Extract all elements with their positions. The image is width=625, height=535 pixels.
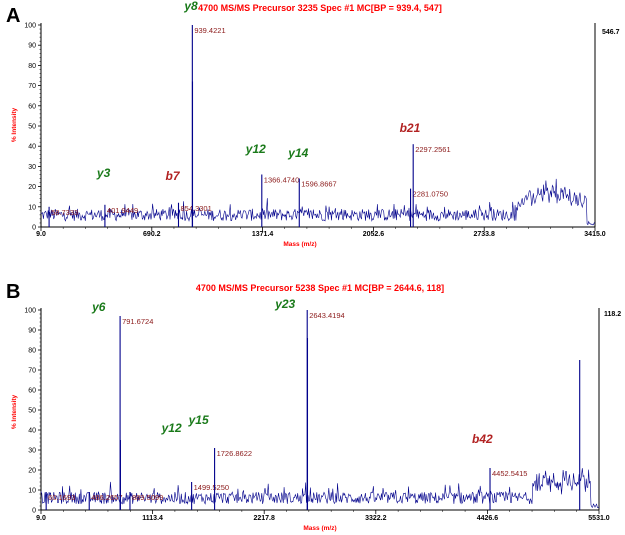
ion-label-y23: y23 — [274, 297, 295, 311]
y-tick-label: 20 — [28, 184, 36, 191]
panel-a-x-axis-label: Mass (m/z) — [283, 241, 316, 248]
x-tick-label: 3322.2 — [365, 515, 387, 522]
panel-b-x-axis-label: Mass (m/z) — [303, 525, 336, 532]
x-tick-label: 690.2 — [143, 231, 161, 238]
y-tick-label: 60 — [28, 388, 36, 395]
peak-mz-label: 939.4221 — [194, 26, 225, 35]
y-tick-label: 70 — [28, 83, 36, 90]
ion-label-y14: y14 — [287, 146, 308, 160]
panel-b-max-intensity: 118.2 — [604, 311, 621, 318]
panel-a-max-intensity: 546.7 — [602, 29, 620, 36]
x-tick-label: 2217.8 — [253, 515, 275, 522]
y-tick-label: 90 — [28, 328, 36, 335]
y-tick-label: 50 — [28, 124, 36, 131]
panel-a-letter: A — [6, 5, 20, 27]
spectrum-trace — [40, 178, 596, 226]
peak-mz-label: 2281.0750 — [413, 190, 448, 199]
peak-mz-label: 889.5099 — [132, 493, 163, 502]
y-tick-label: 40 — [28, 144, 36, 151]
y-tick-label: 10 — [28, 488, 36, 495]
panel-a-y-axis-label: % Intensity — [11, 107, 18, 142]
y-tick-label: 80 — [28, 63, 36, 70]
ion-label-y3: y3 — [96, 166, 111, 180]
x-tick-label: 4426.6 — [477, 515, 499, 522]
x-tick-label: 2052.6 — [363, 231, 385, 238]
x-tick-label: 1371.4 — [252, 231, 274, 238]
panel-b-y-axis-label: % Intensity — [11, 394, 18, 429]
peak-mz-label: 1499.5250 — [194, 483, 229, 492]
x-tick-label: 9.0 — [36, 515, 46, 522]
y-tick-label: 20 — [28, 468, 36, 475]
x-tick-label: 3415.0 — [584, 231, 606, 238]
peak-mz-label: 2297.2561 — [415, 145, 450, 154]
peak-mz-label: 60.1693 — [48, 493, 75, 502]
peak-mz-label: 401.9449 — [107, 206, 138, 215]
peak-mz-label: 854.3301 — [180, 204, 211, 213]
peak-mz-label: 2643.4194 — [309, 311, 344, 320]
ion-label-y12: y12 — [245, 142, 266, 156]
x-tick-label: 9.0 — [36, 231, 46, 238]
panel-b: B 4700 MS/MS Precursor 5238 Spec #1 MC[B… — [6, 281, 621, 532]
ion-label-y15: y15 — [188, 413, 209, 427]
peak-mz-label: 1596.8667 — [301, 180, 336, 189]
x-tick-label: 2733.8 — [473, 231, 495, 238]
y-tick-label: 10 — [28, 204, 36, 211]
y-tick-label: 70 — [28, 368, 36, 375]
peak-mz-label: 4452.5415 — [492, 469, 527, 478]
y-tick-label: 30 — [28, 448, 36, 455]
ion-label-y12: y12 — [161, 421, 182, 435]
y-tick-label: 90 — [28, 43, 36, 50]
panel-b-title: 4700 MS/MS Precursor 5238 Spec #1 MC[BP … — [196, 283, 444, 293]
y-tick-label: 60 — [28, 103, 36, 110]
y-tick-label: 80 — [28, 348, 36, 355]
peak-mz-label: 486.2657 — [91, 493, 122, 502]
ion-label-b21: b21 — [400, 121, 421, 135]
ion-label-b42: b42 — [472, 432, 493, 446]
ion-label-y8: y8 — [183, 0, 198, 13]
spectrum-trace — [40, 468, 600, 508]
panel-a-title: 4700 MS/MS Precursor 3235 Spec #1 MC[BP … — [198, 3, 442, 13]
y-tick-label: 40 — [28, 428, 36, 435]
panel-b-letter: B — [6, 281, 20, 303]
peak-mz-label: 58.7333 — [51, 208, 78, 217]
y-tick-label: 100 — [24, 23, 36, 30]
peak-mz-label: 1726.8622 — [217, 449, 252, 458]
y-tick-label: 100 — [24, 308, 36, 315]
panel-a: A 4700 MS/MS Precursor 3235 Spec #1 MC[B… — [6, 0, 620, 248]
x-tick-label: 1113.4 — [142, 515, 163, 522]
y-tick-label: 30 — [28, 164, 36, 171]
y-tick-label: 0 — [32, 225, 36, 232]
y-tick-label: 0 — [32, 508, 36, 515]
ion-label-b7: b7 — [165, 169, 180, 183]
peak-mz-label: 791.6724 — [122, 317, 153, 326]
ion-label-y6: y6 — [91, 300, 106, 314]
peak-mz-label: 1366.4740 — [264, 175, 299, 184]
x-tick-label: 5531.0 — [588, 515, 610, 522]
y-tick-label: 50 — [28, 408, 36, 415]
